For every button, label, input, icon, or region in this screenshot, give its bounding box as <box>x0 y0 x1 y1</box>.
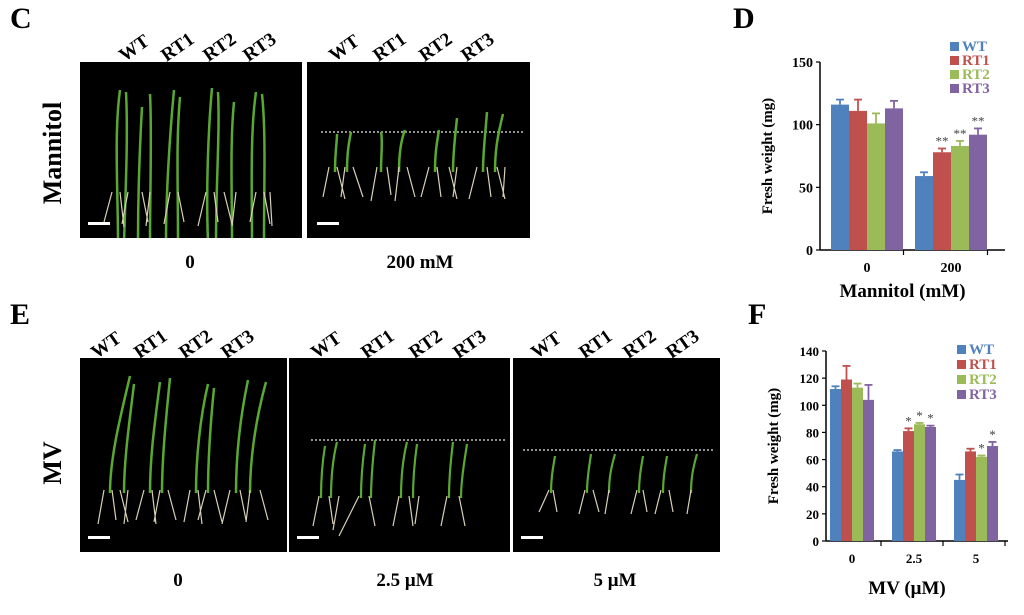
x-tick-label: 0 <box>864 261 871 276</box>
panel-letter-e: E <box>10 298 31 331</box>
x-axis-label: Mannitol (mM) <box>839 281 965 302</box>
bar-chart-d: 0 50 100 150 0 ** ** ** 200 Fresh weight (mg) Mann… <box>760 40 1005 302</box>
bar <box>841 379 852 541</box>
bar <box>867 123 885 250</box>
seedling-photo-mv-0 <box>80 358 287 552</box>
y-tick-label: 100 <box>800 398 820 413</box>
y-tick-label: 50 <box>799 181 813 196</box>
y-tick-label: 120 <box>800 371 820 386</box>
bar <box>915 176 933 250</box>
panel-letter-c: C <box>10 2 32 35</box>
legend-label: RT1 <box>962 53 990 69</box>
x-tick-label: 0 <box>849 551 856 566</box>
seedlings-illustration <box>297 439 507 539</box>
legend-label: RT2 <box>969 372 997 388</box>
bar <box>830 389 841 541</box>
seedling-photo-mannitol-200 <box>307 62 530 238</box>
y-tick-label: 60 <box>806 453 819 468</box>
seedling-photo-mv-5 <box>513 358 720 552</box>
bar <box>831 104 849 250</box>
treatment-label-mv: MV <box>38 441 67 485</box>
y-axis-label: Fresh weight (mg) <box>760 98 776 214</box>
legend-swatch <box>950 70 959 79</box>
legend-label: RT3 <box>962 81 990 97</box>
legend-label: RT1 <box>969 357 997 373</box>
bar-chart-f: 0 20 40 60 80 100 120 140 0 * * * 2.5 * * 5 Fresh weight… <box>766 342 1008 599</box>
bar <box>849 110 867 250</box>
significance-mark: * <box>989 427 996 442</box>
condition-label: 0 <box>185 252 195 273</box>
significance-mark: * <box>916 408 923 423</box>
bar <box>933 152 951 250</box>
x-tick-label: 200 <box>941 261 962 276</box>
legend-label: RT2 <box>962 67 990 83</box>
seedlings-illustration <box>88 87 273 238</box>
legend-swatch <box>957 345 966 354</box>
y-tick-label: 20 <box>806 507 819 522</box>
significance-mark: ** <box>972 113 985 128</box>
panel-letter-f: F <box>748 298 767 331</box>
condition-label: 2.5 μM <box>376 570 434 591</box>
legend-swatch <box>950 42 959 51</box>
bar <box>852 387 863 541</box>
treatment-label-mannitol: Mannitol <box>38 101 67 205</box>
legend-swatch <box>957 375 966 384</box>
legend-label: WT <box>969 342 994 358</box>
legend-swatch <box>957 390 966 399</box>
legend-label: RT3 <box>969 387 997 403</box>
bar <box>976 456 987 541</box>
legend-swatch <box>950 84 959 93</box>
y-tick-label: 0 <box>813 534 820 549</box>
bar <box>965 451 976 541</box>
x-axis-label: MV (μM) <box>868 578 945 599</box>
y-tick-label: 100 <box>792 119 813 134</box>
y-axis-label: Fresh weight (mg) <box>766 388 782 504</box>
significance-mark: * <box>905 413 912 428</box>
legend-swatch <box>957 360 966 369</box>
x-tick-label: 5 <box>973 551 980 566</box>
seedlings-illustration <box>521 449 713 539</box>
seedling-photo-mannitol-0 <box>80 62 302 238</box>
legend-label: WT <box>962 40 987 55</box>
significance-mark: * <box>927 411 934 426</box>
y-tick-label: 0 <box>806 244 813 259</box>
condition-label: 5 μM <box>593 570 637 591</box>
seedling-photo-mv-2-5 <box>289 358 510 552</box>
y-tick-label: 150 <box>792 56 813 71</box>
bar <box>925 427 936 541</box>
significance-mark: * <box>978 441 985 456</box>
bar <box>885 108 903 250</box>
bar <box>903 431 914 541</box>
bar <box>987 446 998 541</box>
y-tick-label: 40 <box>806 480 819 495</box>
y-tick-label: 140 <box>800 344 820 359</box>
significance-mark: ** <box>936 133 949 148</box>
bar <box>954 479 965 541</box>
bar <box>951 145 969 250</box>
seedlings-illustration <box>88 375 269 539</box>
bar <box>863 399 874 541</box>
y-tick-label: 80 <box>806 425 819 440</box>
bar <box>969 134 987 250</box>
panel-letter-d: D <box>733 2 755 35</box>
condition-label: 0 <box>173 570 183 591</box>
x-tick-label: 2.5 <box>906 551 923 566</box>
legend-swatch <box>950 56 959 65</box>
significance-mark: ** <box>954 126 967 141</box>
bar <box>892 451 903 541</box>
bar <box>914 424 925 541</box>
seedlings-illustration <box>317 111 523 225</box>
condition-label: 200 mM <box>386 252 454 273</box>
